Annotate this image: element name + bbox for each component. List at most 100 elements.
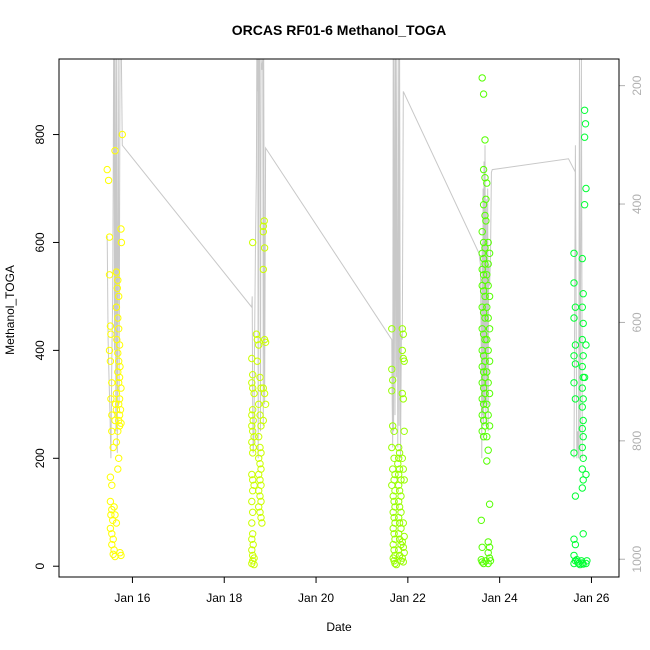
data-point <box>578 362 586 371</box>
data-point <box>111 400 120 408</box>
data-point <box>255 503 263 511</box>
data-point <box>478 265 486 274</box>
data-point <box>115 395 124 403</box>
data-point <box>571 341 580 349</box>
data-point <box>259 265 267 274</box>
data-point <box>250 389 258 398</box>
data-point <box>114 427 122 435</box>
data-point <box>483 335 491 344</box>
data-point <box>391 470 399 479</box>
data-point <box>249 416 257 425</box>
data-point <box>260 217 268 225</box>
data-point <box>261 338 270 346</box>
scatter-series-2 <box>248 217 270 569</box>
data-point <box>479 384 488 392</box>
y-tick-label: 800 <box>33 124 47 144</box>
data-point <box>390 454 398 462</box>
data-point <box>578 465 586 473</box>
data-point <box>248 411 256 419</box>
x-tick-label: Jan 22 <box>390 591 426 605</box>
data-point <box>390 427 398 435</box>
data-point <box>258 519 266 527</box>
data-point <box>483 433 491 441</box>
data-point <box>483 457 491 465</box>
data-point <box>578 484 586 492</box>
data-point <box>582 341 590 349</box>
data-point <box>580 373 589 382</box>
data-point <box>388 325 396 333</box>
grey-line-series <box>106 59 583 459</box>
data-point <box>117 551 125 560</box>
data-point <box>115 341 124 349</box>
data-point <box>580 201 589 209</box>
data-point <box>479 368 488 376</box>
data-point <box>389 376 397 384</box>
data-point <box>249 508 257 516</box>
x-tick-label: Jan 20 <box>298 591 334 605</box>
data-point <box>580 106 589 115</box>
data-point <box>578 559 586 567</box>
data-point <box>107 330 115 338</box>
data-point <box>259 228 267 236</box>
right-tick-label: 600 <box>630 312 644 332</box>
data-point <box>399 395 407 403</box>
data-point <box>484 411 492 419</box>
data-point <box>481 211 489 220</box>
data-point <box>391 519 399 527</box>
data-point <box>395 497 403 506</box>
data-point <box>105 233 114 241</box>
data-point <box>109 443 117 452</box>
data-point <box>479 433 488 441</box>
data-point <box>106 524 115 533</box>
data-point <box>479 238 488 247</box>
plot-frame <box>58 58 620 578</box>
data-point <box>248 497 256 506</box>
data-point <box>485 389 494 398</box>
data-point <box>249 427 257 435</box>
data-point <box>255 433 263 441</box>
data-point <box>570 379 578 387</box>
data-point <box>478 543 486 551</box>
data-point <box>388 443 396 452</box>
data-point <box>579 319 587 328</box>
x-axis-label: Date <box>326 620 352 634</box>
data-point <box>114 314 122 322</box>
data-point <box>399 465 407 473</box>
data-point <box>104 176 113 185</box>
data-point <box>106 357 115 365</box>
right-tick-label: 400 <box>630 194 644 214</box>
data-point <box>115 357 123 365</box>
data-point <box>481 292 489 301</box>
data-point <box>255 487 263 495</box>
data-point <box>478 325 486 333</box>
data-point <box>249 530 257 538</box>
data-point <box>571 303 580 311</box>
data-point <box>484 549 492 557</box>
data-point <box>479 330 488 338</box>
data-point <box>478 228 486 236</box>
data-point <box>479 416 488 425</box>
data-point <box>390 530 398 538</box>
data-point <box>570 314 578 322</box>
data-point <box>115 411 124 419</box>
data-point <box>256 411 264 419</box>
data-point <box>106 473 115 481</box>
data-point <box>252 330 261 338</box>
data-point <box>256 492 264 500</box>
data-point <box>105 346 114 355</box>
data-point <box>115 422 124 430</box>
data-point <box>389 524 397 533</box>
data-point <box>117 384 125 392</box>
data-point <box>117 225 125 233</box>
data-point <box>398 538 406 546</box>
right-tick-label: 200 <box>630 75 644 95</box>
data-point <box>391 559 399 568</box>
data-point <box>484 238 492 247</box>
data-point <box>249 406 257 414</box>
data-point <box>570 352 578 360</box>
data-point <box>118 130 127 139</box>
data-point <box>256 373 264 382</box>
data-point <box>571 492 580 500</box>
data-point <box>582 184 590 193</box>
data-point <box>482 217 490 225</box>
